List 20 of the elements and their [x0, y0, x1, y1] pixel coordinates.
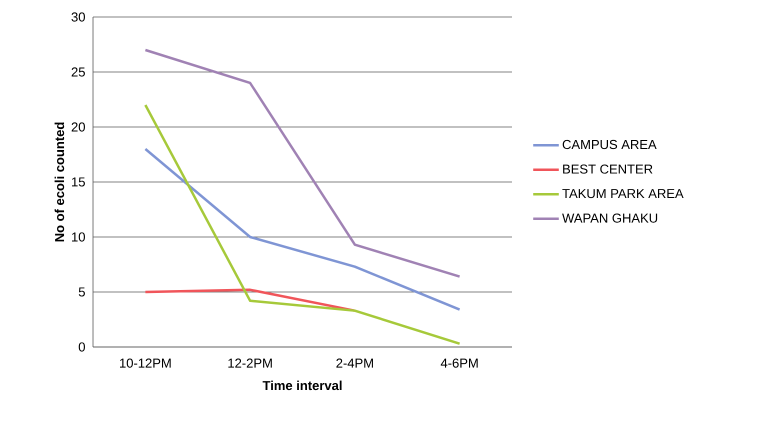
line-series — [144, 48, 461, 278]
y-tick-label: 0 — [78, 342, 85, 352]
x-tick-label: 4-6PM — [440, 358, 478, 368]
line-series — [144, 148, 461, 311]
line-series — [144, 104, 461, 345]
x-tick-label: 10-12PM — [120, 358, 171, 368]
y-tick-label: 25 — [72, 67, 85, 77]
y-tick-label: 20 — [72, 122, 85, 132]
y-tick-label: 30 — [72, 12, 85, 22]
y-tick-label: 10 — [72, 232, 85, 242]
y-tick-label: 5 — [78, 287, 85, 297]
x-tick-label: 2-4PM — [336, 358, 373, 368]
legend-label: BEST CENTER — [563, 164, 652, 174]
legend-label: WAPAN GHAKU — [562, 214, 658, 223]
x-tick-label: 12-2PM — [228, 358, 272, 368]
x-axis-title: Time interval — [262, 380, 342, 390]
legend-label: TAKUM PARK AREA — [562, 189, 684, 198]
y-axis-title: No of ecoli counted — [54, 122, 64, 242]
legend-label: CAMPUS AREA — [562, 140, 657, 150]
y-tick-label: 15 — [72, 177, 85, 187]
